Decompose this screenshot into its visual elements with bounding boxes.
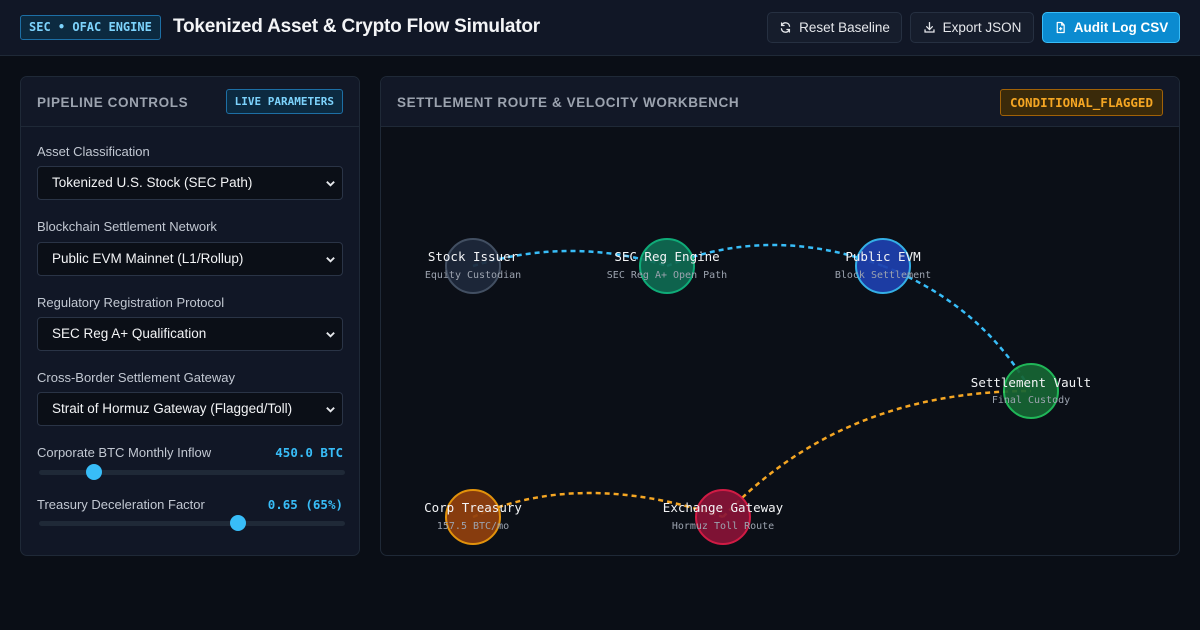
deceleration-factor-slider-thumb[interactable]: [229, 515, 246, 531]
corp-treasury-label: Corp Treasury: [424, 500, 522, 515]
settlement-gateway-select[interactable]: Strait of Hormuz Gateway (Flagged/Toll): [37, 392, 343, 426]
settlement-vault-sublabel: Final Custody: [991, 395, 1071, 406]
engine-badge: SEC • OFAC ENGINE: [20, 15, 161, 40]
export-json-button[interactable]: Export JSON: [910, 12, 1034, 43]
sec-reg-engine-node[interactable]: [639, 238, 695, 294]
btc-inflow-value: 450.0 BTC: [275, 445, 343, 460]
exchange-gateway-label: Exchange Gateway: [662, 500, 784, 515]
btc-inflow-label: Corporate BTC Monthly Inflow: [37, 445, 212, 460]
chevron-down-icon: [326, 257, 335, 263]
stock-issuer-sublabel: Equity Custodian: [424, 270, 522, 281]
registration-protocol-select[interactable]: SEC Reg A+ Qualification: [37, 317, 343, 351]
registration-protocol-label: Regulatory Registration Protocol: [37, 295, 225, 310]
settlement-network-label: Blockchain Settlement Network: [37, 219, 217, 234]
chevron-down-icon: [326, 181, 335, 187]
workbench-header: SETTLEMENT ROUTE & VELOCITY WORKBENCH CO…: [381, 77, 1179, 127]
settlement-network-select[interactable]: Public EVM Mainnet (L1/Rollup): [37, 242, 343, 276]
route-graph: Stock Issuer Equity Custodian SEC Reg En…: [381, 129, 1179, 555]
file-icon: [1056, 21, 1065, 34]
asset-classification-select[interactable]: Tokenized U.S. Stock (SEC Path): [37, 166, 343, 200]
refresh-icon: [780, 22, 791, 33]
sec-reg-engine-label: SEC Reg Engine: [614, 249, 720, 264]
settlement-gateway-value: Strait of Hormuz Gateway (Flagged/Toll): [52, 401, 293, 416]
reset-baseline-button[interactable]: Reset Baseline: [767, 12, 902, 43]
public-evm-label: Public EVM: [845, 249, 921, 264]
deceleration-factor-label: Treasury Deceleration Factor: [37, 497, 205, 512]
workbench-title: SETTLEMENT ROUTE & VELOCITY WORKBENCH: [397, 95, 740, 110]
asset-classification-value: Tokenized U.S. Stock (SEC Path): [52, 175, 253, 190]
settlement-vault-label: Settlement Vault: [970, 375, 1092, 390]
sec-reg-engine-sublabel: SEC Reg A+ Open Path: [606, 270, 728, 281]
corp-treasury-node[interactable]: [445, 489, 501, 545]
pipeline-controls-title: PIPELINE CONTROLS: [37, 95, 189, 110]
public-evm-node[interactable]: [855, 238, 911, 294]
chevron-down-icon: [326, 332, 335, 338]
live-parameters-badge: LIVE PARAMETERS: [225, 89, 343, 114]
exchange-gateway-sublabel: Hormuz Toll Route: [671, 521, 775, 532]
route-edge-exchange-to-vault: [722, 389, 1032, 518]
conditional-flagged-badge: CONDITIONAL_FLAGGED: [1000, 89, 1163, 116]
chevron-down-icon: [326, 407, 335, 413]
pipeline-controls-header: PIPELINE CONTROLS LIVE PARAMETERS: [21, 77, 359, 127]
download-icon: [923, 21, 935, 33]
reset-baseline-label: Reset Baseline: [799, 20, 890, 35]
audit-log-csv-button[interactable]: Audit Log CSV: [1042, 12, 1180, 43]
route-edge-treasury-to-exchange: [472, 491, 724, 519]
app-header: SEC • OFAC ENGINE Tokenized Asset & Cryp…: [0, 0, 1200, 56]
settlement-vault-node[interactable]: [1003, 363, 1059, 419]
route-edges: [472, 243, 1033, 519]
asset-classification-label: Asset Classification: [37, 144, 150, 159]
btc-inflow-slider[interactable]: [39, 464, 345, 480]
app-title: Tokenized Asset & Crypto Flow Simulator: [173, 16, 540, 37]
deceleration-factor-value: 0.65 (65%): [267, 497, 343, 512]
public-evm-sublabel: Block Settlement: [834, 270, 932, 281]
export-json-label: Export JSON: [942, 20, 1022, 35]
settlement-network-value: Public EVM Mainnet (L1/Rollup): [52, 251, 244, 266]
audit-log-csv-label: Audit Log CSV: [1073, 20, 1169, 35]
exchange-gateway-node[interactable]: [695, 489, 751, 545]
stock-issuer-node[interactable]: [445, 238, 501, 294]
pipeline-controls-panel: PIPELINE CONTROLS LIVE PARAMETERS Asset …: [20, 76, 360, 556]
btc-inflow-slider-thumb[interactable]: [86, 464, 103, 480]
settlement-workbench-panel: SETTLEMENT ROUTE & VELOCITY WORKBENCH CO…: [380, 76, 1180, 556]
settlement-gateway-label: Cross-Border Settlement Gateway: [37, 370, 235, 385]
registration-protocol-value: SEC Reg A+ Qualification: [52, 326, 207, 341]
stock-issuer-label: Stock Issuer: [427, 249, 519, 264]
corp-treasury-sublabel: 157.5 BTC/mo: [436, 521, 510, 532]
deceleration-factor-slider[interactable]: [39, 515, 345, 531]
